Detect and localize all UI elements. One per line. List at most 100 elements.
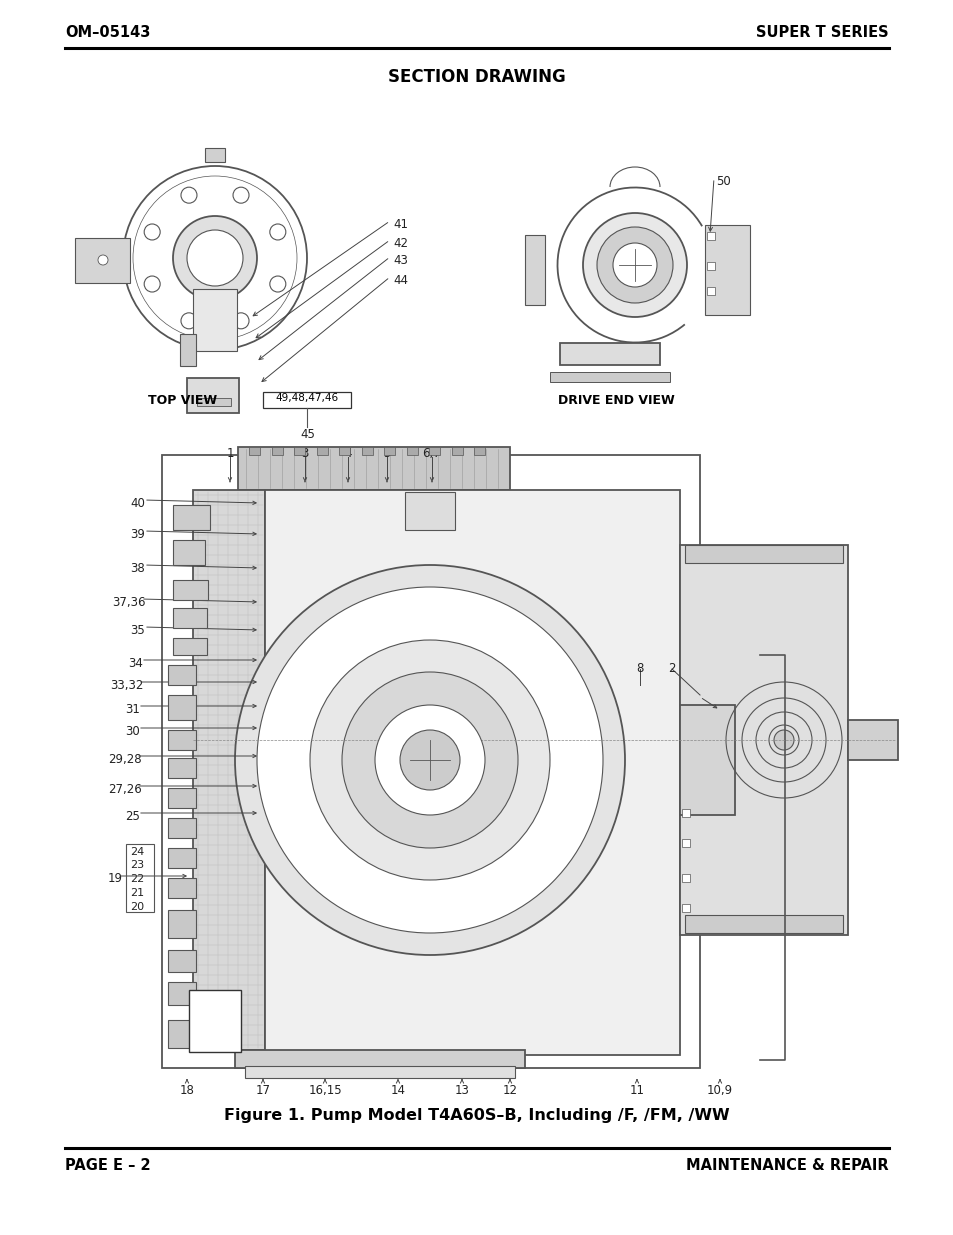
Text: 19: 19 bbox=[108, 872, 123, 885]
Bar bbox=[168, 848, 195, 868]
Text: 43: 43 bbox=[393, 254, 408, 267]
Circle shape bbox=[233, 188, 249, 204]
Bar bbox=[338, 447, 350, 454]
Text: 13: 13 bbox=[454, 1084, 469, 1097]
Text: 11: 11 bbox=[629, 1084, 644, 1097]
Text: SUPER T SERIES: SUPER T SERIES bbox=[756, 25, 888, 40]
Text: 10,9: 10,9 bbox=[706, 1084, 732, 1097]
Bar bbox=[180, 333, 195, 366]
Text: 14: 14 bbox=[390, 1084, 405, 1097]
Bar bbox=[407, 447, 417, 454]
Bar bbox=[168, 982, 195, 1005]
Circle shape bbox=[341, 672, 517, 848]
Bar bbox=[168, 758, 195, 778]
Text: 8: 8 bbox=[636, 662, 643, 676]
Bar bbox=[706, 232, 714, 240]
Bar bbox=[559, 343, 659, 366]
Text: 1: 1 bbox=[226, 447, 233, 459]
Bar bbox=[237, 447, 510, 490]
Circle shape bbox=[234, 564, 624, 955]
Text: 17: 17 bbox=[255, 1084, 271, 1097]
Text: 27,26: 27,26 bbox=[108, 783, 142, 797]
Bar bbox=[172, 608, 207, 629]
Bar bbox=[265, 490, 679, 1055]
Text: 16,15: 16,15 bbox=[308, 1084, 341, 1097]
Text: 44: 44 bbox=[393, 274, 408, 287]
Text: 39: 39 bbox=[130, 529, 145, 541]
Bar bbox=[679, 545, 847, 935]
Bar bbox=[681, 904, 689, 911]
Bar bbox=[168, 664, 195, 685]
Bar bbox=[550, 372, 669, 382]
Bar bbox=[263, 391, 351, 408]
Text: 5: 5 bbox=[383, 447, 391, 459]
Bar bbox=[245, 1066, 515, 1078]
Text: 25: 25 bbox=[125, 810, 140, 823]
Text: OM–05143: OM–05143 bbox=[65, 25, 151, 40]
Text: 29,28: 29,28 bbox=[108, 753, 141, 766]
Bar bbox=[205, 148, 225, 162]
Bar bbox=[249, 447, 260, 454]
Text: 49,48,47,46: 49,48,47,46 bbox=[275, 393, 338, 403]
Bar bbox=[452, 447, 462, 454]
Circle shape bbox=[233, 312, 249, 329]
Bar bbox=[168, 818, 195, 839]
Text: PAGE E – 2: PAGE E – 2 bbox=[65, 1158, 151, 1173]
Bar bbox=[272, 447, 283, 454]
Bar bbox=[294, 447, 305, 454]
Text: 21: 21 bbox=[130, 888, 144, 898]
Text: 4: 4 bbox=[344, 447, 352, 459]
Text: 41: 41 bbox=[393, 219, 408, 231]
Circle shape bbox=[144, 275, 160, 291]
Text: 22: 22 bbox=[130, 874, 144, 884]
Bar bbox=[168, 950, 195, 972]
Text: DRIVE END VIEW: DRIVE END VIEW bbox=[558, 394, 674, 408]
Text: 12: 12 bbox=[502, 1084, 517, 1097]
Bar bbox=[681, 874, 689, 882]
Bar bbox=[193, 289, 236, 351]
Bar bbox=[405, 492, 455, 530]
Text: TOP VIEW: TOP VIEW bbox=[148, 394, 217, 408]
Text: 38: 38 bbox=[130, 562, 145, 576]
Text: 34: 34 bbox=[128, 657, 143, 671]
Bar bbox=[168, 695, 195, 720]
Circle shape bbox=[582, 212, 686, 317]
Circle shape bbox=[181, 312, 196, 329]
Bar bbox=[361, 447, 373, 454]
Bar bbox=[429, 447, 439, 454]
Bar bbox=[684, 915, 842, 932]
Bar bbox=[679, 705, 734, 815]
Text: 50: 50 bbox=[716, 175, 730, 188]
Bar bbox=[168, 788, 195, 808]
Text: 35: 35 bbox=[130, 624, 145, 637]
Circle shape bbox=[613, 243, 657, 287]
Text: 3: 3 bbox=[301, 447, 309, 459]
Text: 42: 42 bbox=[393, 237, 408, 249]
Circle shape bbox=[375, 705, 484, 815]
Text: 30: 30 bbox=[125, 725, 139, 739]
Circle shape bbox=[172, 216, 256, 300]
Bar bbox=[234, 1050, 524, 1068]
Bar bbox=[168, 878, 195, 898]
Text: MAINTENANCE & REPAIR: MAINTENANCE & REPAIR bbox=[685, 1158, 888, 1173]
Bar bbox=[172, 580, 208, 600]
Circle shape bbox=[181, 188, 196, 204]
Bar bbox=[474, 447, 484, 454]
Bar bbox=[168, 730, 195, 750]
Text: 20: 20 bbox=[130, 902, 144, 911]
Text: 6,7: 6,7 bbox=[422, 447, 441, 459]
Bar bbox=[196, 398, 231, 406]
Bar bbox=[75, 238, 130, 283]
Text: 45: 45 bbox=[299, 429, 314, 441]
Circle shape bbox=[597, 227, 672, 303]
Bar bbox=[168, 910, 195, 939]
Text: Figure 1. Pump Model T4A60S–B, Including /F, /FM, /WW: Figure 1. Pump Model T4A60S–B, Including… bbox=[224, 1108, 729, 1123]
Text: 31: 31 bbox=[125, 703, 140, 716]
Bar bbox=[706, 262, 714, 270]
Text: 2: 2 bbox=[667, 662, 675, 676]
Bar bbox=[681, 839, 689, 847]
Circle shape bbox=[187, 230, 243, 287]
FancyBboxPatch shape bbox=[704, 225, 749, 315]
Text: 18: 18 bbox=[179, 1084, 194, 1097]
Bar bbox=[189, 990, 241, 1052]
